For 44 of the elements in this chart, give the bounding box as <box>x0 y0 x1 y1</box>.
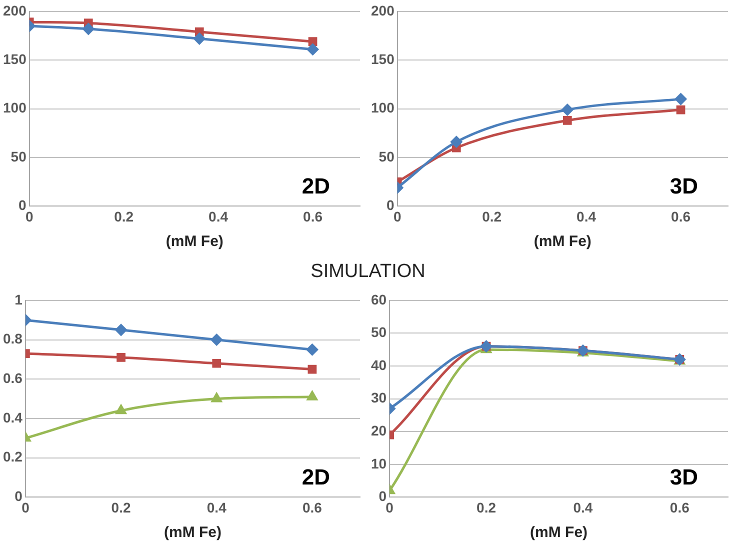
y-tick-label: 100 <box>3 100 27 116</box>
x-tick-label: 0.6 <box>670 499 690 516</box>
y-tick-label: 20 <box>370 422 387 438</box>
x-tick-label: 0.4 <box>573 499 593 516</box>
y-tick-label: 50 <box>370 324 387 340</box>
x-tick-label: 0.2 <box>482 208 502 224</box>
y-tick-label: 0 <box>18 197 27 214</box>
x-tick-label: 0.6 <box>302 499 322 516</box>
x-tick-label: 0.4 <box>206 499 227 516</box>
y-tick-label: 30 <box>370 390 387 406</box>
x-axis-title: (mM Fe) <box>166 233 224 250</box>
x-tick-label: 0.4 <box>576 208 596 224</box>
y-tick-label: 1 <box>14 291 23 308</box>
x-tick-label: 0.2 <box>111 499 131 516</box>
y-tick-label: 50 <box>10 148 27 164</box>
y-tick-label: 200 <box>371 2 395 18</box>
y-tick-label: 0.2 <box>2 448 23 465</box>
y-tick-label: 0.6 <box>2 370 23 386</box>
y-tick-label: 0.4 <box>2 409 23 426</box>
x-tick-label: 0.6 <box>303 208 323 224</box>
x-axis-title: (mM Fe) <box>164 524 222 542</box>
x-tick-label: 0.2 <box>114 208 134 224</box>
x-tick-label: 0.6 <box>671 208 691 224</box>
x-axis-title: (mM Fe) <box>534 233 592 250</box>
annotation: 3D <box>670 173 698 198</box>
y-tick-label: 40 <box>370 356 387 373</box>
y-tick-label: 0 <box>14 488 23 504</box>
y-tick-label: 60 <box>370 291 387 308</box>
y-tick-label: 150 <box>371 50 395 67</box>
annotation: 3D <box>670 464 698 490</box>
annotation: 2D <box>302 173 330 198</box>
x-tick-label: 0.2 <box>476 499 496 516</box>
chart-title: SIMULATION <box>310 260 426 284</box>
x-axis-title: (mM Fe) <box>530 524 588 542</box>
y-tick-label: 150 <box>3 50 27 67</box>
y-tick-label: 0 <box>378 488 387 504</box>
y-tick-label: 50 <box>378 148 395 164</box>
y-tick-label: 200 <box>3 2 27 18</box>
y-tick-label: 10 <box>370 455 387 472</box>
y-tick-label: 100 <box>371 100 395 116</box>
y-tick-label: 0 <box>386 197 395 214</box>
x-tick-label: 0.4 <box>208 208 228 224</box>
annotation: 2D <box>302 464 330 490</box>
y-tick-label: 0.8 <box>2 330 23 347</box>
